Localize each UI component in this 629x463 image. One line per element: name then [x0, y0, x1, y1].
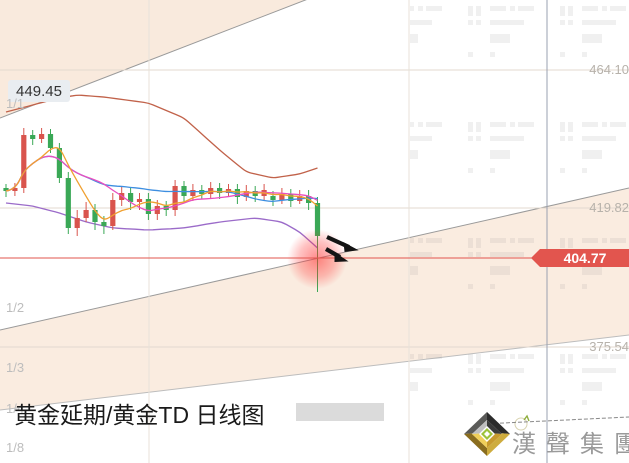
svg-text:1/1: 1/1 [6, 96, 24, 111]
svg-text:1/3: 1/3 [6, 360, 24, 375]
svg-text:1/8: 1/8 [6, 440, 24, 455]
svg-text:419.82: 419.82 [589, 200, 629, 215]
svg-text:1/2: 1/2 [6, 300, 24, 315]
svg-text:404.77: 404.77 [564, 250, 607, 266]
svg-text:漢聲集團: 漢聲集團 [512, 431, 629, 458]
svg-text:375.54: 375.54 [589, 339, 629, 354]
svg-text:464.10: 464.10 [589, 62, 629, 77]
svg-text:黄金延期/黄金TD 日线图: 黄金延期/黄金TD 日线图 [14, 402, 264, 428]
